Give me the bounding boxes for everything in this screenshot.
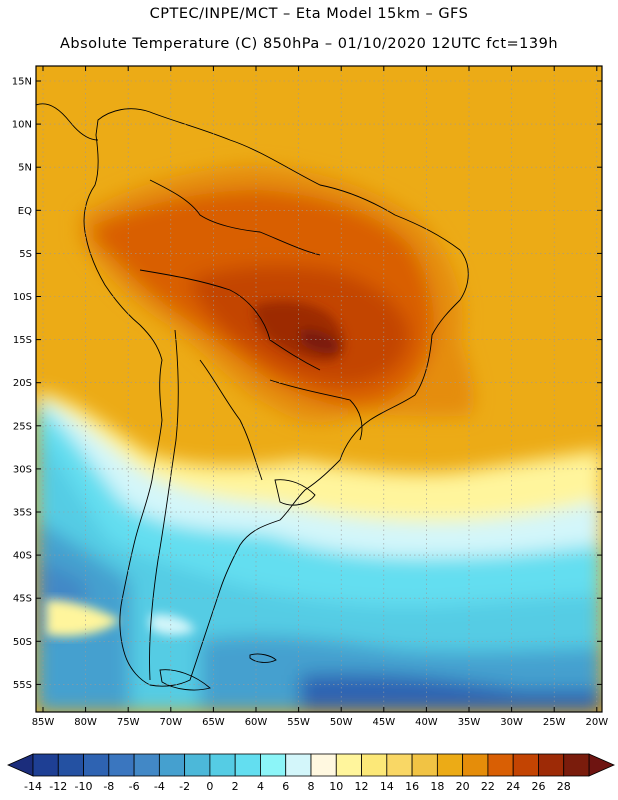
lat-label: 5N bbox=[18, 163, 32, 174]
tierra-del-fuego bbox=[159, 669, 211, 691]
lon-label: 35W bbox=[458, 717, 481, 728]
colorbar-segment bbox=[32, 753, 59, 777]
lat-label: 15N bbox=[12, 77, 32, 88]
colorbar-label: 2 bbox=[232, 780, 239, 793]
colorbar-segment bbox=[57, 753, 84, 777]
colorbar-label: -10 bbox=[75, 780, 93, 793]
border-1 bbox=[149, 179, 321, 256]
colorbar-segment bbox=[83, 753, 110, 777]
colorbar-segment bbox=[184, 753, 211, 777]
colorbar-label: 6 bbox=[282, 780, 289, 793]
lon-label: 50W bbox=[330, 717, 353, 728]
colorbar-label: 12 bbox=[355, 780, 369, 793]
colorbar-label: -4 bbox=[154, 780, 165, 793]
colorbar-over-triangle bbox=[588, 753, 615, 777]
colorbar-segment bbox=[512, 753, 539, 777]
lon-label: 65W bbox=[202, 717, 225, 728]
colorbar-label: 0 bbox=[206, 780, 213, 793]
colorbar-label: 22 bbox=[481, 780, 495, 793]
border-5 bbox=[149, 329, 179, 681]
border-4 bbox=[269, 379, 363, 441]
lon-label: 60W bbox=[245, 717, 268, 728]
colorbar-segment bbox=[335, 753, 362, 777]
colorbar-segment bbox=[285, 753, 312, 777]
colorbar-segment bbox=[563, 753, 590, 777]
lat-label: 25S bbox=[13, 421, 32, 432]
lon-label: 55W bbox=[287, 717, 310, 728]
colorbar-segment bbox=[234, 753, 261, 777]
colorbar-label: 10 bbox=[329, 780, 343, 793]
coastlines bbox=[36, 103, 469, 691]
field-band-minus10-minus8 bbox=[300, 673, 602, 712]
colorbar-segment bbox=[538, 753, 565, 777]
colorbar-label: 14 bbox=[380, 780, 394, 793]
falklands bbox=[249, 653, 277, 663]
lat-label: 10S bbox=[13, 292, 32, 303]
field-warm-over-28 bbox=[300, 329, 340, 353]
colorbar-label: -6 bbox=[129, 780, 140, 793]
map-frame bbox=[35, 65, 603, 713]
colorbar-label: 24 bbox=[506, 780, 520, 793]
colorbar-segment bbox=[108, 753, 135, 777]
map-title-line1: CPTEC/INPE/MCT – Eta Model 15km – GFS bbox=[149, 6, 469, 22]
longitude-labels: 85W 80W 75W 70W 65W 60W 55W 50W 45W 40W 35W 30W 25W 2… bbox=[32, 66, 608, 728]
lat-label: 45S bbox=[13, 594, 32, 605]
lon-label: 75W bbox=[117, 717, 140, 728]
lat-label: 40S bbox=[13, 551, 32, 562]
lon-label: 70W bbox=[159, 717, 182, 728]
lon-label: 25W bbox=[543, 717, 566, 728]
lat-label: 10N bbox=[12, 120, 32, 131]
lat-label: EQ bbox=[18, 206, 32, 217]
colorbar-segment bbox=[158, 753, 186, 777]
lat-label: 20S bbox=[13, 378, 32, 389]
colorbar-segment bbox=[133, 753, 160, 777]
colorbar-label: 4 bbox=[257, 780, 264, 793]
map-title-line2: Absolute Temperature (C) 850hPa – 01/10/… bbox=[59, 36, 559, 52]
colorbar-label: 16 bbox=[405, 780, 419, 793]
lat-label: 35S bbox=[13, 508, 32, 519]
lat-label: 55S bbox=[13, 680, 32, 691]
colorbar-label: -14 bbox=[24, 780, 42, 793]
field-patagonia-mild bbox=[150, 614, 195, 636]
south-america-outline bbox=[83, 108, 469, 687]
lon-label: 45W bbox=[372, 717, 395, 728]
colorbar-label: 26 bbox=[531, 780, 545, 793]
lat-label: 50S bbox=[13, 637, 32, 648]
lat-label: 15S bbox=[13, 335, 32, 346]
colorbar-segment bbox=[411, 753, 438, 777]
latitude-labels: 15N 10N 5N EQ 5S 10S 15S 20S 25S 30S 35S 40S 45S 50S 5… bbox=[12, 77, 602, 691]
colorbar-segment bbox=[386, 753, 413, 777]
lat-label: 5S bbox=[19, 249, 32, 260]
lat-label: 30S bbox=[13, 464, 32, 475]
lon-label: 20W bbox=[585, 717, 608, 728]
lon-label: 85W bbox=[32, 717, 55, 728]
colorbar-segment bbox=[436, 753, 464, 777]
colorbar-label: 20 bbox=[456, 780, 470, 793]
colorbar-under-triangle bbox=[7, 753, 34, 777]
lon-label: 80W bbox=[74, 717, 97, 728]
colorbar bbox=[7, 753, 615, 777]
lon-label: 40W bbox=[415, 717, 438, 728]
colorbar-label: -8 bbox=[103, 780, 114, 793]
colorbar-segment bbox=[462, 753, 489, 777]
colorbar-label: 18 bbox=[430, 780, 444, 793]
central-america bbox=[36, 103, 99, 141]
field-patagonia-warm bbox=[46, 599, 120, 637]
colorbar-segment bbox=[310, 753, 337, 777]
colorbar-label: 28 bbox=[557, 780, 571, 793]
colorbar-segment bbox=[487, 753, 514, 777]
border-2 bbox=[139, 269, 321, 371]
lon-label: 30W bbox=[500, 717, 523, 728]
colorbar-label: 8 bbox=[308, 780, 315, 793]
colorbar-labels: -14 -12 -10 -8 -6 -4 -2 0 2 4 6 8 10 12 14 16 18 20 22 24 26… bbox=[24, 780, 571, 793]
temperature-field bbox=[36, 66, 602, 712]
colorbar-label: -2 bbox=[179, 780, 190, 793]
colorbar-label: -12 bbox=[49, 780, 67, 793]
colorbar-segment bbox=[260, 753, 287, 777]
colorbar-segment bbox=[361, 753, 388, 777]
colorbar-segment bbox=[209, 753, 236, 777]
uruguay-coast bbox=[274, 479, 316, 506]
